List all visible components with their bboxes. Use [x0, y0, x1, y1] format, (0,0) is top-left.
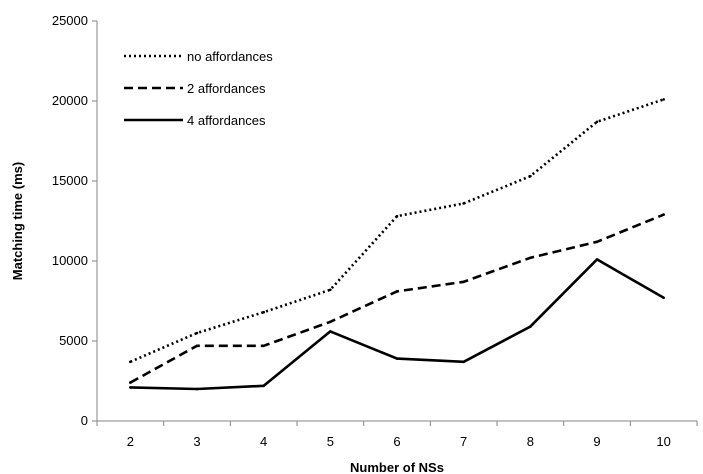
data-point	[129, 360, 132, 364]
x-tick-label: 5	[327, 434, 334, 449]
data-point	[662, 98, 665, 101]
series-lines	[129, 98, 665, 391]
data-point	[329, 330, 332, 333]
data-point	[329, 288, 332, 292]
legend-label: 2 affordances	[187, 81, 266, 96]
y-axis: 0 5000 10000 15000 20000 25000	[52, 13, 98, 428]
x-tick-label: 2	[127, 434, 134, 449]
data-point	[462, 280, 465, 284]
data-point	[129, 386, 132, 389]
data-point	[262, 344, 265, 348]
x-axis: 2 3 4 5 6 7 8 9 10	[96, 420, 698, 449]
data-point	[129, 381, 132, 384]
data-point	[529, 325, 532, 328]
data-point	[462, 360, 465, 364]
data-point	[595, 240, 599, 244]
x-axis-title: Number of NSs	[350, 460, 444, 474]
series-line-3	[130, 258, 665, 391]
y-tick-label: 0	[81, 413, 88, 428]
x-tick-label: 9	[593, 434, 600, 449]
x-tick-label: 8	[527, 434, 534, 449]
data-point	[262, 384, 265, 388]
data-point	[329, 320, 332, 324]
data-point	[395, 290, 399, 293]
series-line-1	[129, 98, 665, 363]
y-tick-label: 5000	[59, 333, 88, 348]
data-point	[595, 120, 599, 124]
y-tick-label: 15000	[52, 173, 88, 188]
x-tick-label: 7	[460, 434, 467, 449]
y-axis-title: Matching time (ms)	[10, 162, 25, 280]
data-point	[662, 213, 665, 216]
data-point	[395, 214, 399, 218]
data-point	[195, 387, 199, 391]
y-tick-label: 20000	[52, 93, 88, 108]
legend-label: no affordances	[187, 49, 273, 64]
data-point	[529, 256, 532, 260]
data-point	[529, 174, 532, 178]
x-tick-label: 4	[260, 434, 267, 449]
data-point	[195, 331, 199, 335]
x-tick-label: 3	[193, 434, 200, 449]
data-point	[662, 296, 665, 300]
data-point	[262, 310, 265, 314]
y-tick-label: 25000	[52, 13, 88, 28]
x-tick-label: 6	[393, 434, 400, 449]
legend-label: 4 affordances	[187, 113, 266, 128]
data-point	[195, 344, 199, 348]
data-point	[462, 202, 465, 205]
x-tick-label: 10	[656, 434, 670, 449]
data-point	[595, 258, 599, 261]
data-point	[395, 357, 399, 360]
y-tick-label: 10000	[52, 253, 88, 268]
legend: no affordances 2 affordances 4 affordances	[124, 49, 273, 128]
